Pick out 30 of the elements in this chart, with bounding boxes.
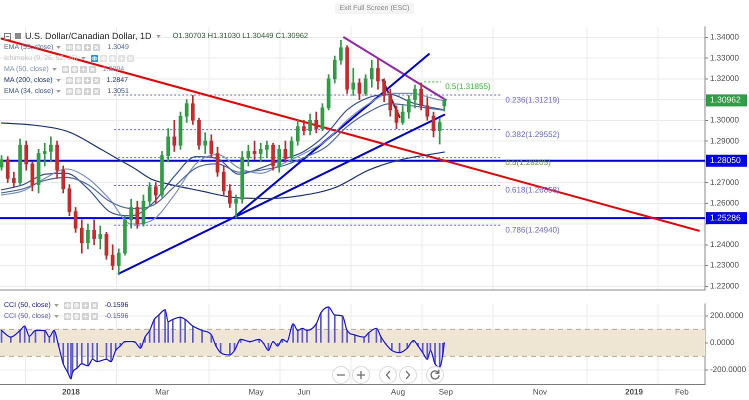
- y-tick-label: 1.27000: [710, 178, 740, 187]
- y-tick-label: 1.23000: [710, 260, 740, 270]
- ref-line-label: 1.25286: [710, 212, 741, 222]
- text: 1.30962: [710, 94, 741, 105]
- y-tick-label: 0.0000: [710, 338, 736, 348]
- ref-line-label: 1.28050: [710, 155, 741, 166]
- y-tick-label: 200.0000: [710, 311, 744, 320]
- x-tick-label: Aug: [390, 387, 406, 396]
- y-tick-label: 1.34000: [710, 32, 740, 42]
- y-tick-label: 1.26000: [710, 198, 740, 208]
- y-tick-label: 1.22000: [710, 281, 740, 290]
- x-tick-label: 2018: [62, 387, 80, 396]
- y-tick-label: 1.24000: [710, 240, 740, 249]
- y-tick-label: 1.30000: [710, 116, 740, 125]
- annotation: 0.382(1.29552): [505, 130, 560, 139]
- annotation: 0.786(1.24940): [505, 225, 560, 234]
- annotation: 0.236(1.31219): [505, 95, 560, 104]
- x-tick-label: Mar: [155, 387, 170, 396]
- y-tick-label: -200.0000: [710, 365, 747, 374]
- y-tick-label: 1.32000: [710, 74, 740, 84]
- x-tick-label: Feb: [674, 387, 690, 396]
- x-tick-label: 2019: [625, 387, 644, 396]
- x-tick-label: Nov: [532, 387, 548, 396]
- chart-title: U.S. Dollar/Canadian Dollar, 1D: [25, 30, 152, 42]
- annotation: 0.5(1.31855): [445, 82, 491, 92]
- y-tick-label: 1.29000: [710, 136, 740, 146]
- x-tick-label: Jun: [297, 387, 310, 396]
- x-tick-label: May: [248, 387, 264, 396]
- x-tick-label: Sep: [438, 387, 454, 396]
- y-tick-label: 1.33000: [710, 53, 740, 62]
